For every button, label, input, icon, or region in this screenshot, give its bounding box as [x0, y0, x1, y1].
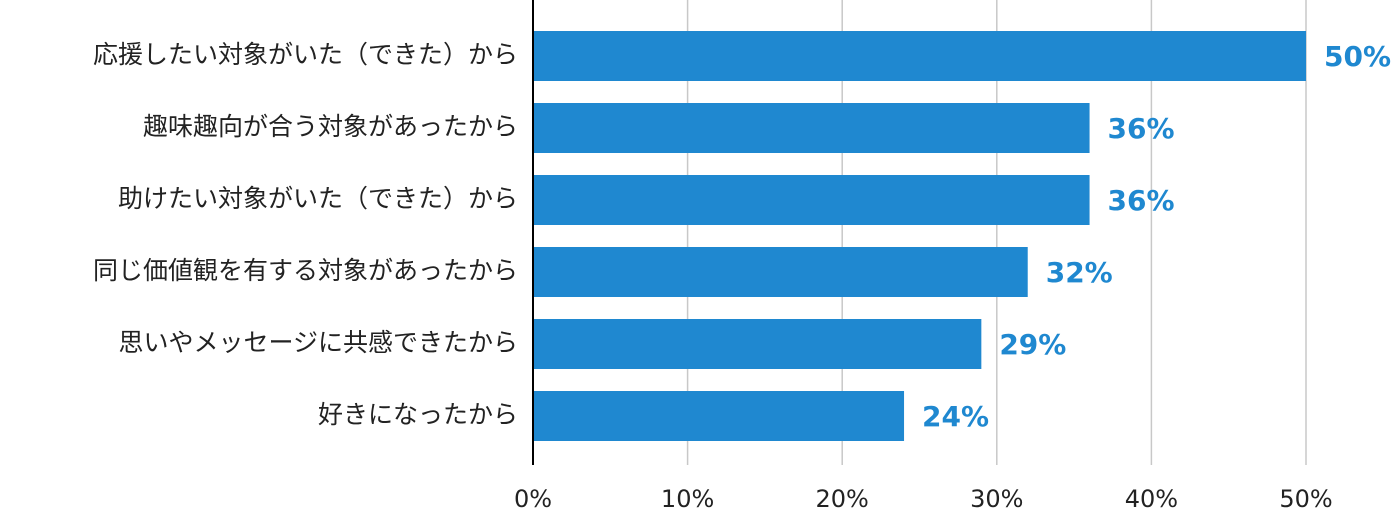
- value-label: 36%: [1108, 112, 1175, 145]
- bar: [533, 247, 1028, 297]
- x-tick-label: 40%: [1125, 485, 1178, 513]
- x-tick-label: 30%: [970, 485, 1023, 513]
- category-label: 趣味趣向が合う対象があったから: [143, 112, 518, 141]
- bar: [533, 319, 982, 369]
- bar: [533, 391, 905, 441]
- value-label: 29%: [999, 328, 1066, 361]
- bar: [533, 103, 1090, 153]
- value-label: 24%: [922, 400, 989, 433]
- x-tick-label: 0%: [514, 485, 552, 513]
- category-label: 助けたい対象がいた（できた）から: [118, 184, 518, 213]
- x-tick-label: 50%: [1279, 485, 1332, 513]
- bar: [533, 175, 1090, 225]
- x-tick-label: 20%: [816, 485, 869, 513]
- value-label: 32%: [1046, 256, 1113, 289]
- category-label: 同じ価値観を有する対象があったから: [93, 256, 518, 285]
- category-label: 応援したい対象がいた（できた）から: [93, 40, 518, 69]
- category-label: 思いやメッセージに共感できたから: [118, 328, 518, 357]
- x-tick-label: 10%: [661, 485, 714, 513]
- bar: [533, 31, 1306, 81]
- value-label: 50%: [1324, 40, 1391, 73]
- category-label: 好きになったから: [318, 400, 518, 429]
- value-label: 36%: [1108, 184, 1175, 217]
